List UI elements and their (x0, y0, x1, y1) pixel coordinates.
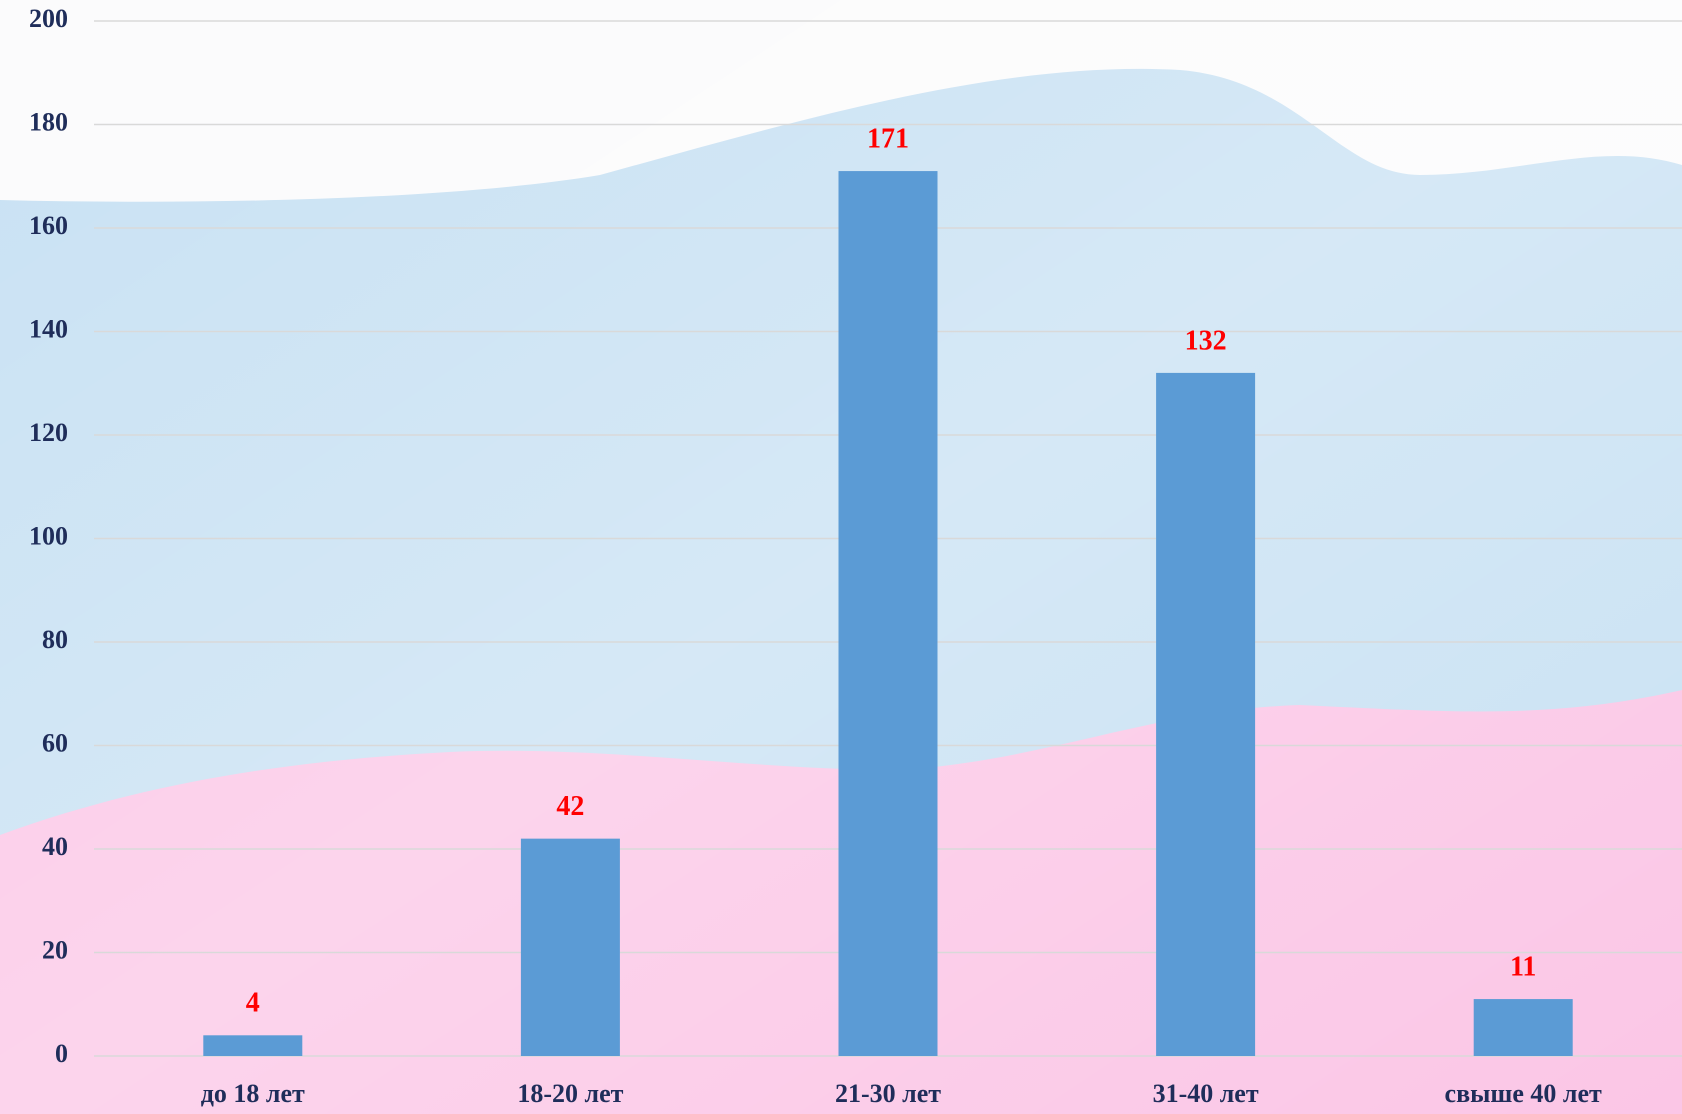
x-tick-label: свыше 40 лет (1445, 1079, 1602, 1108)
y-tick-label: 200 (29, 4, 68, 33)
y-tick-label: 140 (29, 314, 68, 343)
x-tick-label: до 18 лет (201, 1079, 305, 1108)
y-tick-label: 160 (29, 211, 68, 240)
data-label: 4 (246, 988, 260, 1019)
y-tick-label: 40 (42, 832, 68, 861)
y-tick-label: 80 (42, 625, 68, 654)
bar (203, 1035, 303, 1056)
y-tick-label: 20 (42, 935, 68, 964)
bar (838, 171, 938, 1056)
data-label: 132 (1185, 325, 1227, 356)
y-tick-label: 60 (42, 728, 68, 757)
y-tick-label: 180 (29, 107, 68, 136)
bar (520, 838, 620, 1056)
x-tick-label: 31-40 лет (1153, 1079, 1259, 1108)
bar (1156, 372, 1256, 1056)
y-tick-label: 100 (29, 521, 68, 550)
data-label: 11 (1510, 951, 1536, 982)
x-tick-label: 18-20 лет (517, 1079, 623, 1108)
x-tick-label: 21-30 лет (835, 1079, 941, 1108)
y-tick-label: 120 (29, 418, 68, 447)
data-label: 171 (867, 123, 909, 154)
data-label: 42 (556, 791, 584, 822)
bar (1473, 999, 1573, 1056)
y-tick-label: 0 (55, 1039, 68, 1068)
